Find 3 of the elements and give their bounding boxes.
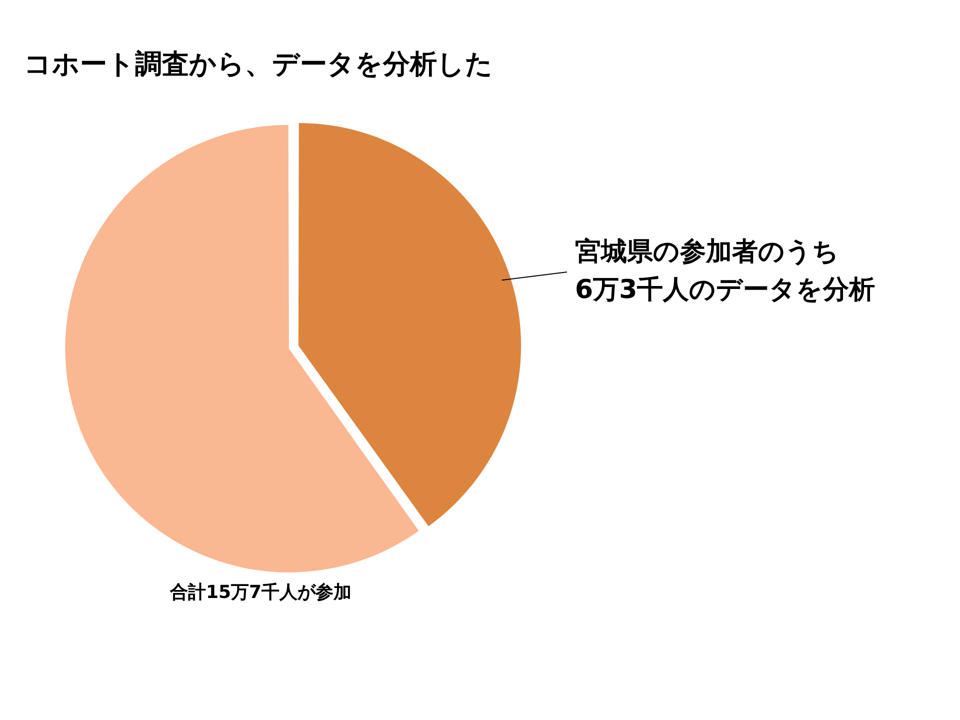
text: 合計15万7千人が参加 <box>170 581 352 604</box>
chart-title: コホート調査から、データを分析した <box>24 48 493 82</box>
slice-label: 宮城県の参加者のうち 6万3千人のデータを分析 <box>575 236 876 305</box>
